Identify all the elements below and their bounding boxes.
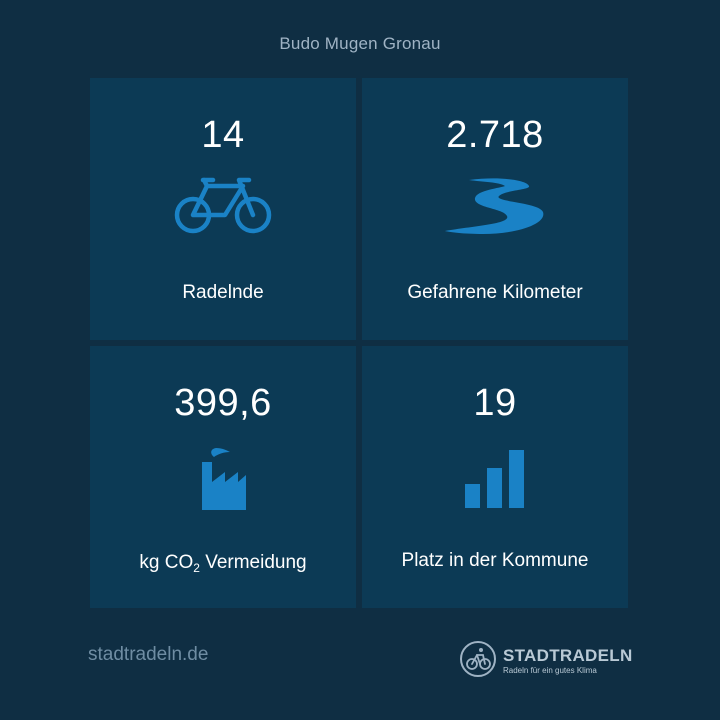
co2-label: kg CO2 Vermeidung [139,552,307,575]
factory-icon [198,448,248,515]
road-icon [443,174,547,243]
stat-tile-participants: 14 Radelnde [90,78,356,340]
kilometers-value: 2.718 [446,114,544,156]
ranking-label: Platz in der Kommune [401,550,589,571]
brand-tagline: Radeln für ein gutes Klima [503,666,597,675]
participants-value: 14 [201,114,245,156]
brand-logo: STADTRADELN Radeln für ein gutes Klima [459,640,639,682]
co2-value: 399,6 [174,382,272,424]
stat-tile-kilometers: 2.718 Gefahrene Kilometer [362,78,628,340]
team-name: Budo Mugen Gronau [279,34,441,53]
stadtradeln-logo-icon [460,641,496,677]
bar-chart-icon [465,450,525,513]
stat-tile-ranking: 19 Platz in der Kommune [362,346,628,608]
ranking-value: 19 [473,382,517,424]
stat-tile-co2: 399,6 kg CO2 Vermeidung [90,346,356,608]
bicycle-icon [173,174,273,241]
participants-label: Radelnde [182,282,264,303]
website-link[interactable]: stadtradeln.de [88,644,209,665]
brand-name: STADTRADELN [503,646,633,665]
kilometers-label: Gefahrene Kilometer [407,282,583,303]
